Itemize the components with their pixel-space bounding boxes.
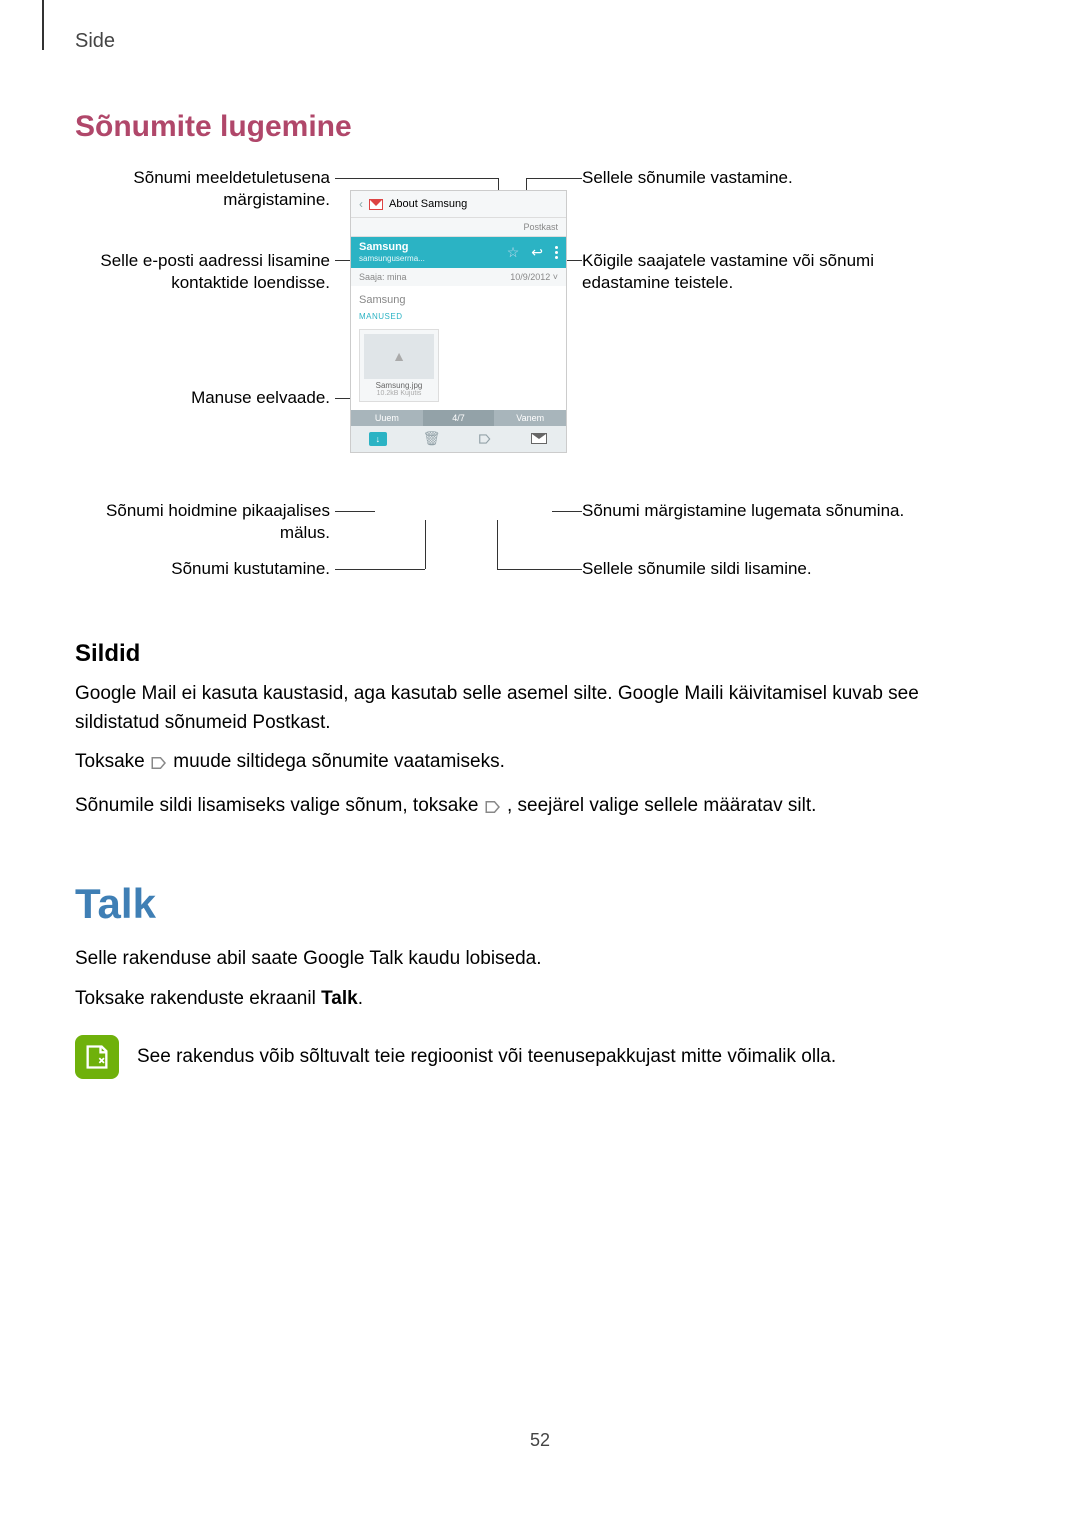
- star-icon[interactable]: ☆: [507, 244, 520, 261]
- attachments-heading: MANUSED: [359, 312, 558, 321]
- note-icon: [75, 1035, 119, 1079]
- section-heading-talk: Talk: [75, 880, 156, 928]
- label-icon[interactable]: [476, 432, 494, 446]
- email-header-bar: ‹ About Samsung: [351, 191, 566, 218]
- callout-delete: Sõnumi kustutamine.: [75, 558, 330, 580]
- callout-line: [425, 520, 426, 569]
- running-header: Side: [75, 30, 115, 53]
- reply-icon[interactable]: ↩: [531, 244, 543, 261]
- callout-line: [552, 511, 582, 512]
- gmail-icon: [369, 199, 383, 210]
- nav-newer[interactable]: Uuem: [351, 410, 423, 426]
- subsection-heading-sildid: Sildid: [75, 640, 140, 668]
- sildid-paragraph-3: Sõnumile sildi lisamiseks valige sõnum, …: [75, 792, 990, 821]
- sildid-paragraph-1: Google Mail ei kasuta kaustasid, aga kas…: [75, 680, 990, 737]
- callout-attachment-preview: Manuse eelvaade.: [75, 387, 330, 409]
- attachment-filename: Samsung.jpg: [364, 381, 434, 390]
- talk-paragraph-2: Toksake rakenduste ekraanil Talk.: [75, 985, 990, 1014]
- attachment-size: 10.2kB Kujutis: [364, 390, 434, 397]
- note-text: See rakendus võib sõltuvalt teie regioon…: [137, 1035, 836, 1072]
- callout-line: [335, 178, 498, 179]
- email-toolbar: 🗑: [351, 426, 566, 452]
- sender-bar[interactable]: Samsung samsunguserma... ☆ ↩: [351, 237, 566, 268]
- email-body: Samsung MANUSED ▲ Samsung.jpg 10.2kB Kuj…: [351, 286, 566, 410]
- image-placeholder-icon: ▲: [364, 334, 434, 379]
- inbox-label-row: Postkast: [351, 218, 566, 237]
- email-body-text: Samsung: [359, 294, 558, 306]
- callout-reply: Sellele sõnumile vastamine.: [582, 167, 932, 189]
- email-meta-row: Saaja: mina 10/9/2012 ˅: [351, 268, 566, 286]
- note-callout: See rakendus võib sõltuvalt teie regioon…: [75, 1035, 990, 1079]
- callout-line: [497, 569, 582, 570]
- attachment-preview[interactable]: ▲ Samsung.jpg 10.2kB Kujutis: [359, 329, 439, 402]
- inbox-label: Postkast: [523, 222, 558, 232]
- sildid-paragraph-2: Toksake muude siltidega sõnumite vaatami…: [75, 748, 990, 777]
- section-heading: Sõnumite lugemine: [75, 110, 352, 144]
- callout-reminder: Sõnumi meeldetuletusena märgistamine.: [75, 167, 330, 211]
- callout-mark-unread: Sõnumi märgistamine lugemata sõnumina.: [582, 500, 932, 522]
- nav-older[interactable]: Vanem: [494, 410, 566, 426]
- talk-paragraph-1: Selle rakenduse abil saate Google Talk k…: [75, 945, 990, 974]
- nav-counter: 4/7: [423, 410, 495, 426]
- callout-reply-all-forward: Kõigile saajatele vastamine või sõnumi e…: [582, 250, 932, 294]
- callout-archive: Sõnumi hoidmine pikaajalises mälus.: [75, 500, 330, 544]
- sender-name: Samsung: [359, 241, 425, 254]
- callout-line: [335, 511, 375, 512]
- mark-unread-icon[interactable]: [530, 432, 548, 446]
- callout-line: [497, 520, 498, 569]
- callout-line: [335, 569, 425, 570]
- label-icon: [484, 797, 502, 815]
- page-number: 52: [0, 1430, 1080, 1451]
- page-margin-rule: [42, 0, 44, 50]
- annotated-screenshot-diagram: Sõnumi meeldetuletusena märgistamine. Se…: [0, 165, 1080, 595]
- callout-add-contact: Selle e-posti aadressi lisamine kontakti…: [75, 250, 330, 294]
- email-subject: About Samsung: [389, 198, 467, 210]
- trash-icon[interactable]: 🗑: [423, 432, 441, 446]
- back-icon[interactable]: ‹: [359, 197, 363, 211]
- label-icon: [150, 753, 168, 771]
- callout-line: [526, 178, 582, 179]
- sender-email: samsunguserma...: [359, 254, 425, 264]
- more-menu-icon[interactable]: [555, 246, 558, 259]
- archive-icon[interactable]: [369, 432, 387, 446]
- recipient-row: Saaja: mina: [359, 272, 407, 282]
- callout-add-label: Sellele sõnumile sildi lisamine.: [582, 558, 932, 580]
- email-date: 10/9/2012 ˅: [510, 272, 558, 282]
- email-nav-bar: Uuem 4/7 Vanem: [351, 410, 566, 426]
- sender-info: Samsung samsunguserma...: [359, 241, 425, 264]
- email-app-screenshot: ‹ About Samsung Postkast Samsung samsung…: [350, 190, 567, 453]
